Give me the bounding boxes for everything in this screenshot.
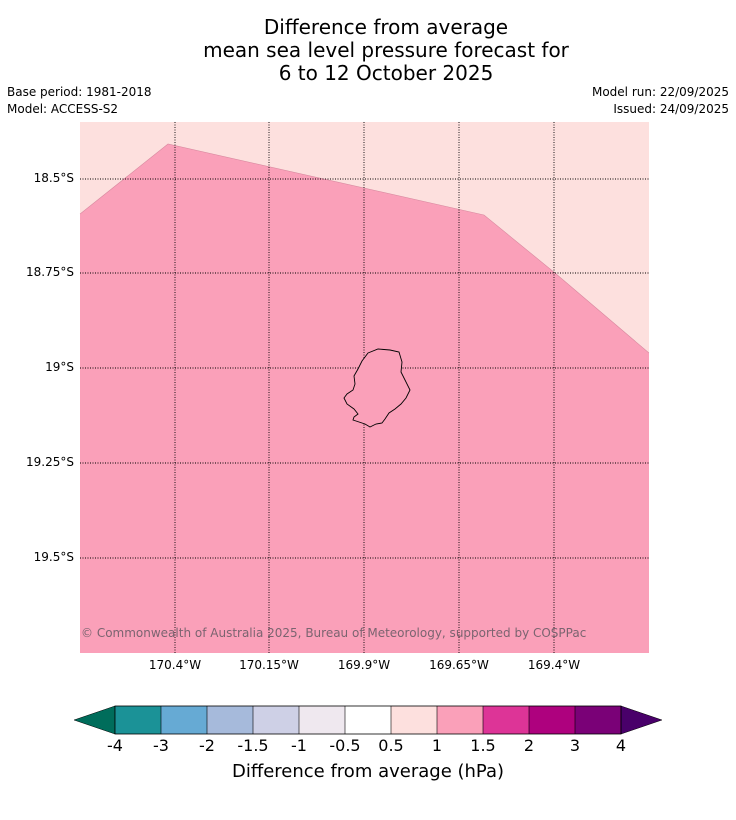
colorbar-label-1: -4 (107, 736, 123, 755)
meta-left: Base period: 1981-2018 Model: ACCESS-S2 (7, 84, 152, 118)
colorbar-swatch-6 (345, 706, 391, 734)
contour-line (79, 143, 650, 354)
colorbar-label-10: 2 (523, 736, 535, 755)
colorbar-label-3: -2 (199, 736, 215, 755)
title-line-1: Difference from average (263, 15, 509, 39)
meta-right: Model run: 22/09/2025 Issued: 24/09/2025 (592, 84, 729, 118)
colorbar-label-6: -0.5 (329, 736, 361, 755)
colorbar-swatch-9 (483, 706, 529, 734)
lat-tick-5: 19.5°S (33, 550, 74, 564)
colorbar-label-11: 3 (569, 736, 581, 755)
lon-tick-4: 169.65°W (429, 658, 489, 672)
colorbar-swatch-11 (575, 706, 621, 734)
issued-date: Issued: 24/09/2025 (613, 102, 729, 116)
model-name: Model: ACCESS-S2 (7, 102, 119, 116)
colorbar-dividers (160, 706, 576, 734)
copyright-notice: © Commonwealth of Australia 2025, Bureau… (81, 626, 587, 640)
colorbar-swatch-8 (437, 706, 483, 734)
lat-tick-1: 18.5°S (33, 171, 74, 185)
colorbar (73, 705, 663, 735)
title-line-3: 6 to 12 October 2025 (278, 61, 494, 85)
colorbar-title: Difference from average (hPa) (231, 761, 505, 782)
colorbar-under-arrow (73, 705, 116, 735)
colorbar-swatch-4 (253, 706, 299, 734)
colorbar-label-5: -1 (291, 736, 307, 755)
map-grid (80, 122, 649, 653)
colorbar-label-4: -1.5 (237, 736, 269, 755)
colorbar-label-7: 0.5 (378, 736, 404, 755)
colorbar-swatch-2 (161, 706, 207, 734)
colorbar-outline (114, 705, 622, 735)
island-coastline (343, 348, 411, 428)
colorbar-swatch-1 (115, 706, 161, 734)
lat-tick-4: 19.25°S (26, 455, 74, 469)
title-line-2: mean sea level pressure forecast for (203, 38, 569, 62)
colorbar-label-12: 4 (615, 736, 627, 755)
lat-tick-2: 18.75°S (26, 265, 74, 279)
lon-tick-3: 169.9°W (337, 658, 391, 672)
lon-tick-5: 169.4°W (527, 658, 581, 672)
colorbar-swatch-5 (299, 706, 345, 734)
colorbar-swatch-10 (529, 706, 575, 734)
base-period: Base period: 1981-2018 (7, 85, 152, 99)
lat-tick-3: 19°S (45, 360, 74, 374)
chart-title: Difference from average mean sea level p… (0, 16, 736, 85)
colorbar-label-9: 1.5 (470, 736, 496, 755)
colorbar-label-8: 1 (431, 736, 443, 755)
colorbar-swatch-7 (391, 706, 437, 734)
colorbar-over-arrow (620, 705, 663, 735)
model-run: Model run: 22/09/2025 (591, 85, 729, 99)
lon-tick-1: 170.4°W (148, 658, 202, 672)
colorbar-swatch-3 (207, 706, 253, 734)
lon-tick-2: 170.15°W (239, 658, 299, 672)
colorbar-label-2: -3 (153, 736, 169, 755)
